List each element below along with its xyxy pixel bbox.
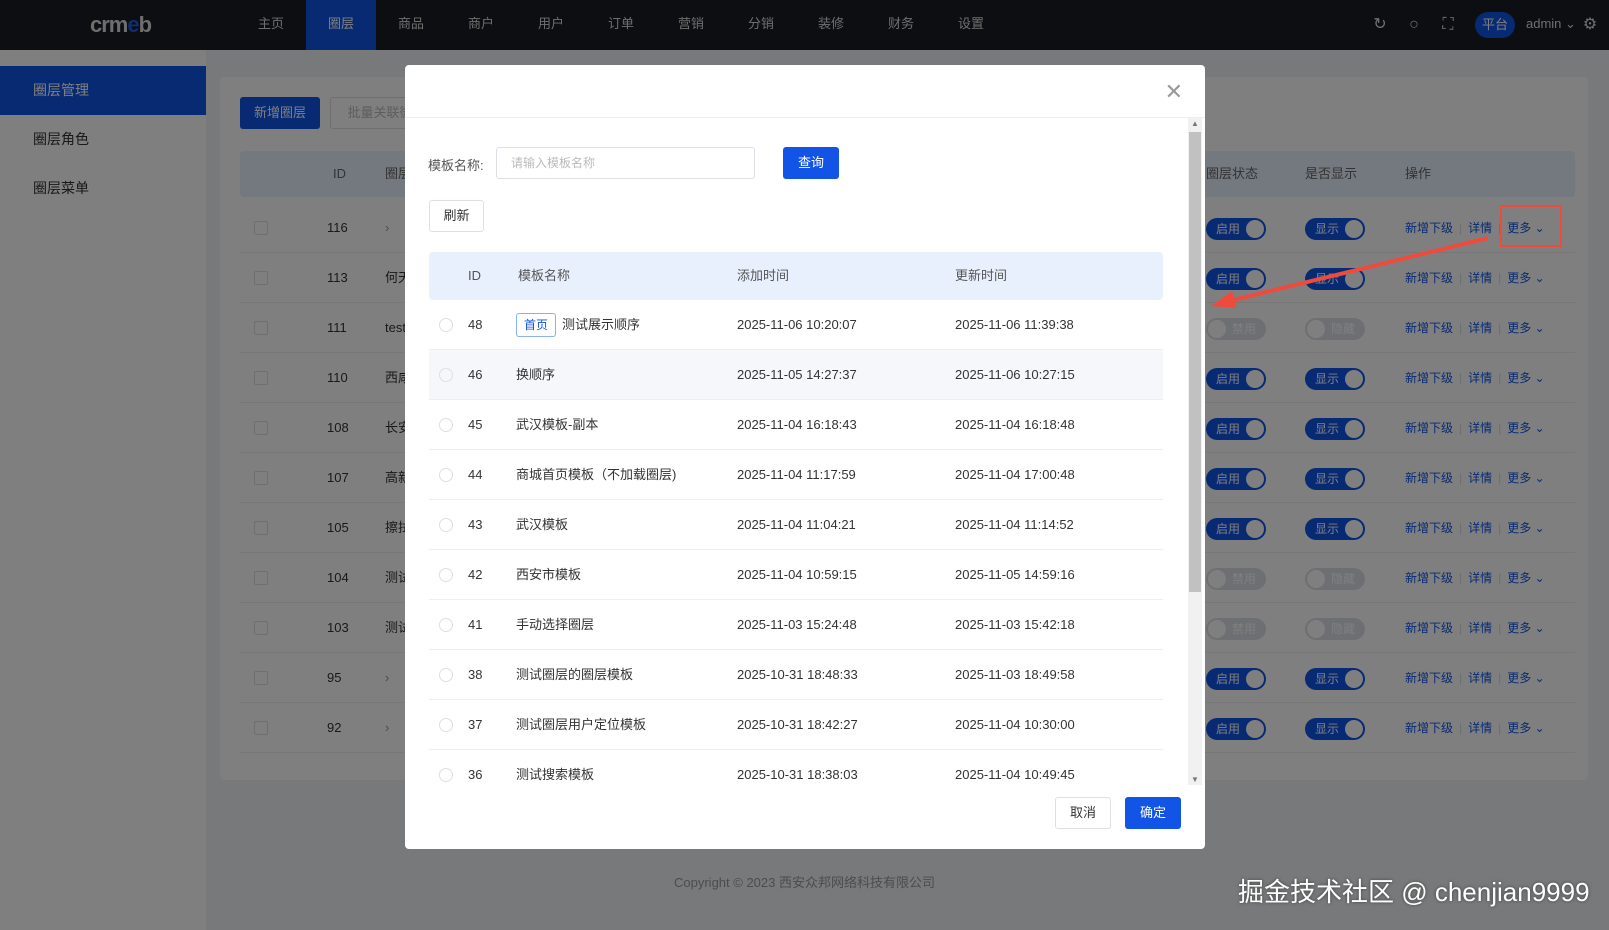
scroll-down-icon[interactable]: ▼ — [1191, 775, 1199, 784]
template-id: 36 — [468, 767, 483, 782]
template-name-input[interactable] — [496, 147, 755, 179]
template-name-cell: 武汉模板 — [516, 500, 568, 550]
row-radio[interactable] — [439, 468, 453, 482]
template-name: 换顺序 — [516, 367, 556, 382]
updated-time: 2025-11-05 14:59:16 — [955, 567, 1075, 582]
updated-time: 2025-11-03 18:49:58 — [955, 667, 1075, 682]
template-id: 42 — [468, 567, 483, 582]
created-time: 2025-11-06 10:20:07 — [737, 317, 857, 332]
created-time: 2025-10-31 18:38:03 — [737, 767, 858, 782]
template-name-cell: 商城首页模板（不加载圈层) — [516, 450, 676, 500]
template-row[interactable]: 44 商城首页模板（不加载圈层) 2025-11-04 11:17:59 202… — [429, 450, 1163, 500]
row-radio[interactable] — [439, 368, 453, 382]
template-table-header: ID 模板名称 添加时间 更新时间 — [429, 252, 1163, 300]
template-row[interactable]: 43 武汉模板 2025-11-04 11:04:21 2025-11-04 1… — [429, 500, 1163, 550]
template-name-cell: 测试搜索模板 — [516, 750, 594, 784]
updated-time: 2025-11-04 17:00:48 — [955, 467, 1075, 482]
template-name-cell: 武汉模板-副本 — [516, 400, 598, 450]
created-time: 2025-11-04 11:04:21 — [737, 517, 856, 532]
row-radio[interactable] — [439, 518, 453, 532]
template-id: 38 — [468, 667, 483, 682]
updated-time: 2025-11-04 16:18:48 — [955, 417, 1075, 432]
scrollbar-thumb[interactable] — [1189, 132, 1201, 592]
template-row[interactable]: 41 手动选择圈层 2025-11-03 15:24:48 2025-11-03… — [429, 600, 1163, 650]
home-tag: 首页 — [516, 313, 557, 337]
created-time: 2025-11-05 14:27:37 — [737, 367, 857, 382]
template-id: 45 — [468, 417, 483, 432]
template-row[interactable]: 36 测试搜索模板 2025-10-31 18:38:03 2025-11-04… — [429, 750, 1163, 784]
header-updated: 更新时间 — [955, 268, 1008, 283]
template-name: 手动选择圈层 — [516, 617, 595, 632]
updated-time: 2025-11-03 15:42:18 — [955, 617, 1075, 632]
updated-time: 2025-11-04 11:14:52 — [955, 517, 1074, 532]
updated-time: 2025-11-04 10:30:00 — [955, 717, 1075, 732]
template-name-cell: 换顺序 — [516, 350, 555, 400]
template-id: 43 — [468, 517, 483, 532]
template-row[interactable]: 38 测试圈层的圈层模板 2025-10-31 18:48:33 2025-11… — [429, 650, 1163, 700]
header-created: 添加时间 — [737, 268, 790, 283]
template-name: 武汉模板-副本 — [516, 417, 599, 432]
template-name-cell: 测试圈层的圈层模板 — [516, 650, 633, 700]
query-button[interactable]: 查询 — [783, 147, 839, 179]
row-radio[interactable] — [439, 718, 453, 732]
row-radio[interactable] — [439, 418, 453, 432]
template-id: 37 — [468, 717, 483, 732]
modal-header — [405, 65, 1205, 118]
template-name: 西安市模板 — [516, 567, 582, 582]
watermark: 掘金技术社区 @ chenjian9999 — [1238, 877, 1590, 907]
template-row[interactable]: 45 武汉模板-副本 2025-11-04 16:18:43 2025-11-0… — [429, 400, 1163, 450]
cancel-button[interactable]: 取消 — [1055, 797, 1111, 829]
refresh-button[interactable]: 刷新 — [429, 200, 484, 232]
template-name-cell: 手动选择圈层 — [516, 600, 594, 650]
template-select-modal: ✕ 模板名称: 查询 刷新 ID 模板名称 添加时间 更新时间 48 首页测试展… — [405, 65, 1205, 849]
row-radio[interactable] — [439, 618, 453, 632]
confirm-button[interactable]: 确定 — [1125, 797, 1181, 829]
search-label: 模板名称: — [428, 158, 484, 173]
template-id: 48 — [468, 317, 483, 332]
template-name: 商城首页模板（不加载圈层) — [516, 467, 677, 482]
template-row[interactable]: 37 测试圈层用户定位模板 2025-10-31 18:42:27 2025-1… — [429, 700, 1163, 750]
row-radio[interactable] — [439, 318, 453, 332]
template-name-cell: 测试圈层用户定位模板 — [516, 700, 646, 750]
header-name: 模板名称 — [518, 268, 571, 283]
created-time: 2025-10-31 18:48:33 — [737, 667, 858, 682]
scroll-up-icon[interactable]: ▲ — [1191, 119, 1199, 128]
template-name: 测试展示顺序 — [562, 317, 641, 332]
created-time: 2025-11-04 10:59:15 — [737, 567, 857, 582]
template-id: 46 — [468, 367, 483, 382]
template-name-cell: 西安市模板 — [516, 550, 581, 600]
template-name-cell: 首页 测试展示顺序 — [516, 300, 640, 350]
created-time: 2025-11-04 16:18:43 — [737, 417, 857, 432]
created-time: 2025-10-31 18:42:27 — [737, 717, 858, 732]
header-id: ID — [468, 268, 481, 283]
template-table: ID 模板名称 添加时间 更新时间 48 首页 测试展示顺序 2025-11-06… — [429, 252, 1163, 784]
created-time: 2025-11-03 15:24:48 — [737, 617, 857, 632]
updated-time: 2025-11-06 10:27:15 — [955, 367, 1075, 382]
template-name: 测试圈层的圈层模板 — [516, 667, 634, 682]
template-row[interactable]: 42 西安市模板 2025-11-04 10:59:15 2025-11-05 … — [429, 550, 1163, 600]
template-row[interactable]: 46 换顺序 2025-11-05 14:27:37 2025-11-06 10… — [429, 350, 1163, 400]
row-radio[interactable] — [439, 568, 453, 582]
template-name: 测试搜索模板 — [516, 767, 595, 782]
template-id: 41 — [468, 617, 483, 632]
close-icon[interactable]: ✕ — [1164, 79, 1183, 104]
row-radio[interactable] — [439, 768, 453, 782]
template-name: 武汉模板 — [516, 517, 569, 532]
template-name: 测试圈层用户定位模板 — [516, 717, 647, 732]
updated-time: 2025-11-06 11:39:38 — [955, 317, 1074, 332]
created-time: 2025-11-04 11:17:59 — [737, 467, 856, 482]
template-row[interactable]: 48 首页 测试展示顺序 2025-11-06 10:20:07 2025-11-… — [429, 300, 1163, 350]
updated-time: 2025-11-04 10:49:45 — [955, 767, 1075, 782]
template-id: 44 — [468, 467, 483, 482]
modal-scrollbar[interactable]: ▲ ▼ — [1188, 118, 1202, 785]
annotation-highlight-box — [1500, 205, 1562, 247]
row-radio[interactable] — [439, 668, 453, 682]
